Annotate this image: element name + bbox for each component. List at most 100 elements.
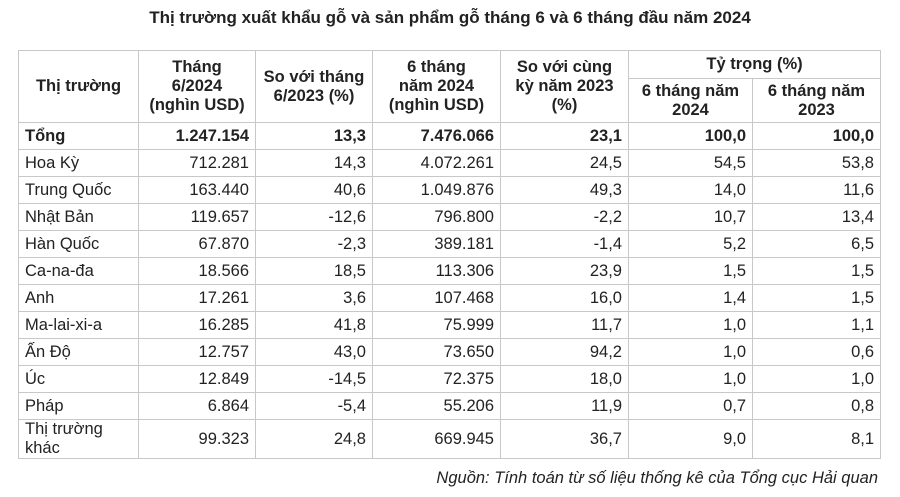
title: Thị trường xuất khẩu gỗ và sản phẩm gỗ t… [149,8,751,27]
value-cell: 669.945 [372,419,501,459]
value-cell: 1.049.876 [372,176,501,204]
market-cell: Hàn Quốc [18,230,139,258]
value-cell: 113.306 [372,257,501,285]
value-cell: -14,5 [255,365,373,393]
table-row: Thị trường khác 99.323 24,8 669.945 36,7 9,0 8… [18,419,881,459]
value-cell: 7.476.066 [372,122,501,150]
value-cell: 49,3 [500,176,629,204]
value-cell: 4.072.261 [372,149,501,177]
value-cell: 18,0 [500,365,629,393]
market-cell: Ca-na-đa [18,257,139,285]
value-cell: 16,0 [500,284,629,312]
value-cell: 1,0 [628,338,753,366]
market-cell: Tổng [18,122,139,150]
value-cell: -2,2 [500,203,629,231]
market-cell: Anh [18,284,139,312]
value-cell: 1,4 [628,284,753,312]
value-cell: -12,6 [255,203,373,231]
value-cell: 14,0 [628,176,753,204]
value-cell: 11,7 [500,311,629,339]
value-cell: 99.323 [138,419,256,459]
table-row: Ấn Độ 12.757 43,0 73.650 94,2 1,0 0,6 [18,338,881,366]
header-cell: So với tháng 6/2023 (%) [255,50,373,123]
market-cell: Thị trường khác [18,419,139,459]
header-cell: Tháng 6/2024 (nghìn USD) [138,50,256,123]
header-cell: 6 tháng năm 2023 [752,78,881,123]
value-cell: 8,1 [752,419,881,459]
market-cell: Nhật Bản [18,203,139,231]
value-cell: 13,4 [752,203,881,231]
value-cell: 100,0 [752,122,881,150]
header-cell: So với cùng kỳ năm 2023 (%) [500,50,629,123]
value-cell: 1,5 [752,284,881,312]
value-cell: 10,7 [628,203,753,231]
value-cell: 54,5 [628,149,753,177]
value-cell: 23,9 [500,257,629,285]
value-cell: 1,0 [628,365,753,393]
market-cell: Hoa Kỳ [18,149,139,177]
value-cell: 24,8 [255,419,373,459]
value-cell: 73.650 [372,338,501,366]
market-cell: Úc [18,365,139,393]
value-cell: 1.247.154 [138,122,256,150]
value-cell: 17.261 [138,284,256,312]
table-row: Pháp 6.864 -5,4 55.206 11,9 0,7 0,8 [18,392,881,420]
value-cell: 55.206 [372,392,501,420]
value-cell: 53,8 [752,149,881,177]
value-cell: 18,5 [255,257,373,285]
value-cell: 5,2 [628,230,753,258]
header-cell: Thị trường [18,50,139,123]
value-cell: 796.800 [372,203,501,231]
table-row: Ma-lai-xi-a 16.285 41,8 75.999 11,7 1,0 1,1 [18,311,881,339]
value-cell: -5,4 [255,392,373,420]
value-cell: 36,7 [500,419,629,459]
market-cell: Ấn Độ [18,338,139,366]
table-row: Tổng 1.247.154 13,3 7.476.066 23,1 100,0 100,0 [18,122,881,150]
value-cell: -2,3 [255,230,373,258]
value-cell: 389.181 [372,230,501,258]
table-row: Úc 12.849 -14,5 72.375 18,0 1,0 1,0 [18,365,881,393]
value-cell: 13,3 [255,122,373,150]
value-cell: 6.864 [138,392,256,420]
table-row: Nhật Bản 119.657 -12,6 796.800 -2,2 10,7 13,4 [18,203,881,231]
value-cell: 11,6 [752,176,881,204]
value-cell: -1,4 [500,230,629,258]
value-cell: 712.281 [138,149,256,177]
value-cell: 3,6 [255,284,373,312]
value-cell: 6,5 [752,230,881,258]
value-cell: 41,8 [255,311,373,339]
market-cell: Trung Quốc [18,176,139,204]
value-cell: 40,6 [255,176,373,204]
value-cell: 72.375 [372,365,501,393]
value-cell: 100,0 [628,122,753,150]
value-cell: 94,2 [500,338,629,366]
table-row: Hàn Quốc 67.870 -2,3 389.181 -1,4 5,2 6,5 [18,230,881,258]
value-cell: 43,0 [255,338,373,366]
value-cell: 18.566 [138,257,256,285]
value-cell: 0,6 [752,338,881,366]
header-cell: 6 tháng năm 2024 [628,78,753,123]
value-cell: 14,3 [255,149,373,177]
value-cell: 12.849 [138,365,256,393]
table-row: Ca-na-đa 18.566 18,5 113.306 23,9 1,5 1,5 [18,257,881,285]
table-body: Tổng 1.247.154 13,3 7.476.066 23,1 100,0 100,0… [18,122,881,459]
value-cell: 1,5 [752,257,881,285]
value-cell: 23,1 [500,122,629,150]
value-cell: 107.468 [372,284,501,312]
value-cell: 24,5 [500,149,629,177]
value-cell: 1,0 [628,311,753,339]
market-cell: Pháp [18,392,139,420]
table-row: Anh 17.261 3,6 107.468 16,0 1,4 1,5 [18,284,881,312]
value-cell: 1,0 [752,365,881,393]
source-note: Nguồn: Tính toán từ số liệu thống kê của… [436,469,878,487]
header-cell: Tỷ trọng (%) [628,50,881,79]
value-cell: 1,5 [628,257,753,285]
value-cell: 16.285 [138,311,256,339]
value-cell: 119.657 [138,203,256,231]
value-cell: 163.440 [138,176,256,204]
table-row: Hoa Kỳ 712.281 14,3 4.072.261 24,5 54,5 53,8 [18,149,881,177]
table-row: Trung Quốc 163.440 40,6 1.049.876 49,3 14,0 11… [18,176,881,204]
header-cell: 6 tháng năm 2024 (nghìn USD) [372,50,501,123]
data-table: Thị trường Tháng 6/2024 (nghìn USD) So v… [18,50,881,459]
